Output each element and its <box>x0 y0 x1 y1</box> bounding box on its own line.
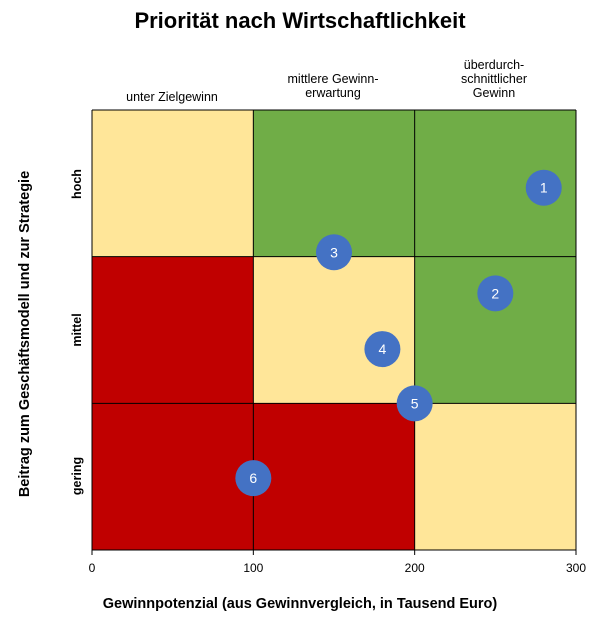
bubble-marker <box>477 275 514 312</box>
bubble-marker <box>235 460 272 497</box>
bubble-marker <box>396 385 433 422</box>
bubble-2: 2 <box>477 275 514 312</box>
bubble-label: 5 <box>411 395 419 411</box>
matrix-cell-r0-c1 <box>253 110 415 257</box>
matrix-cell-r2-c0 <box>92 403 254 550</box>
bubble-marker <box>525 169 562 206</box>
bubble-3: 3 <box>316 234 352 271</box>
bubble-4: 4 <box>364 331 401 368</box>
x-tick-label: 0 <box>89 561 96 575</box>
matrix-cell-r0-c0 <box>92 110 254 257</box>
bubble-label: 2 <box>491 285 499 301</box>
x-axis-title: Gewinnpotenzial (aus Gewinnvergleich, in… <box>102 596 498 612</box>
bubble-label: 3 <box>330 244 338 260</box>
bubble-label: 1 <box>540 180 548 196</box>
bubble-marker <box>316 234 352 271</box>
bubble-label: 6 <box>249 470 257 486</box>
matrix-cell-r1-c1 <box>253 256 415 404</box>
bubble-1: 1 <box>525 169 562 206</box>
column-header-low: unter Zielgewinn <box>126 90 218 104</box>
chart-title: Priorität nach Wirtschaftlichkeit <box>134 8 466 33</box>
bubble-marker <box>364 331 401 368</box>
x-tick-label: 100 <box>243 561 263 575</box>
matrix-cell-r1-c0 <box>92 256 254 404</box>
column-header-medium: mittlere Gewinn- erwartung <box>287 72 379 100</box>
column-header-high: überdurch- schnittlicher Gewinn <box>461 58 527 100</box>
bubble-6: 6 <box>235 460 272 497</box>
bubble-label: 4 <box>379 341 387 357</box>
bubble-5: 5 <box>396 385 433 422</box>
matrix-cell-r2-c2 <box>414 403 576 550</box>
x-tick-label: 300 <box>566 561 586 575</box>
matrix-cell-r2-c1 <box>253 403 415 550</box>
x-tick-label: 200 <box>405 561 425 575</box>
